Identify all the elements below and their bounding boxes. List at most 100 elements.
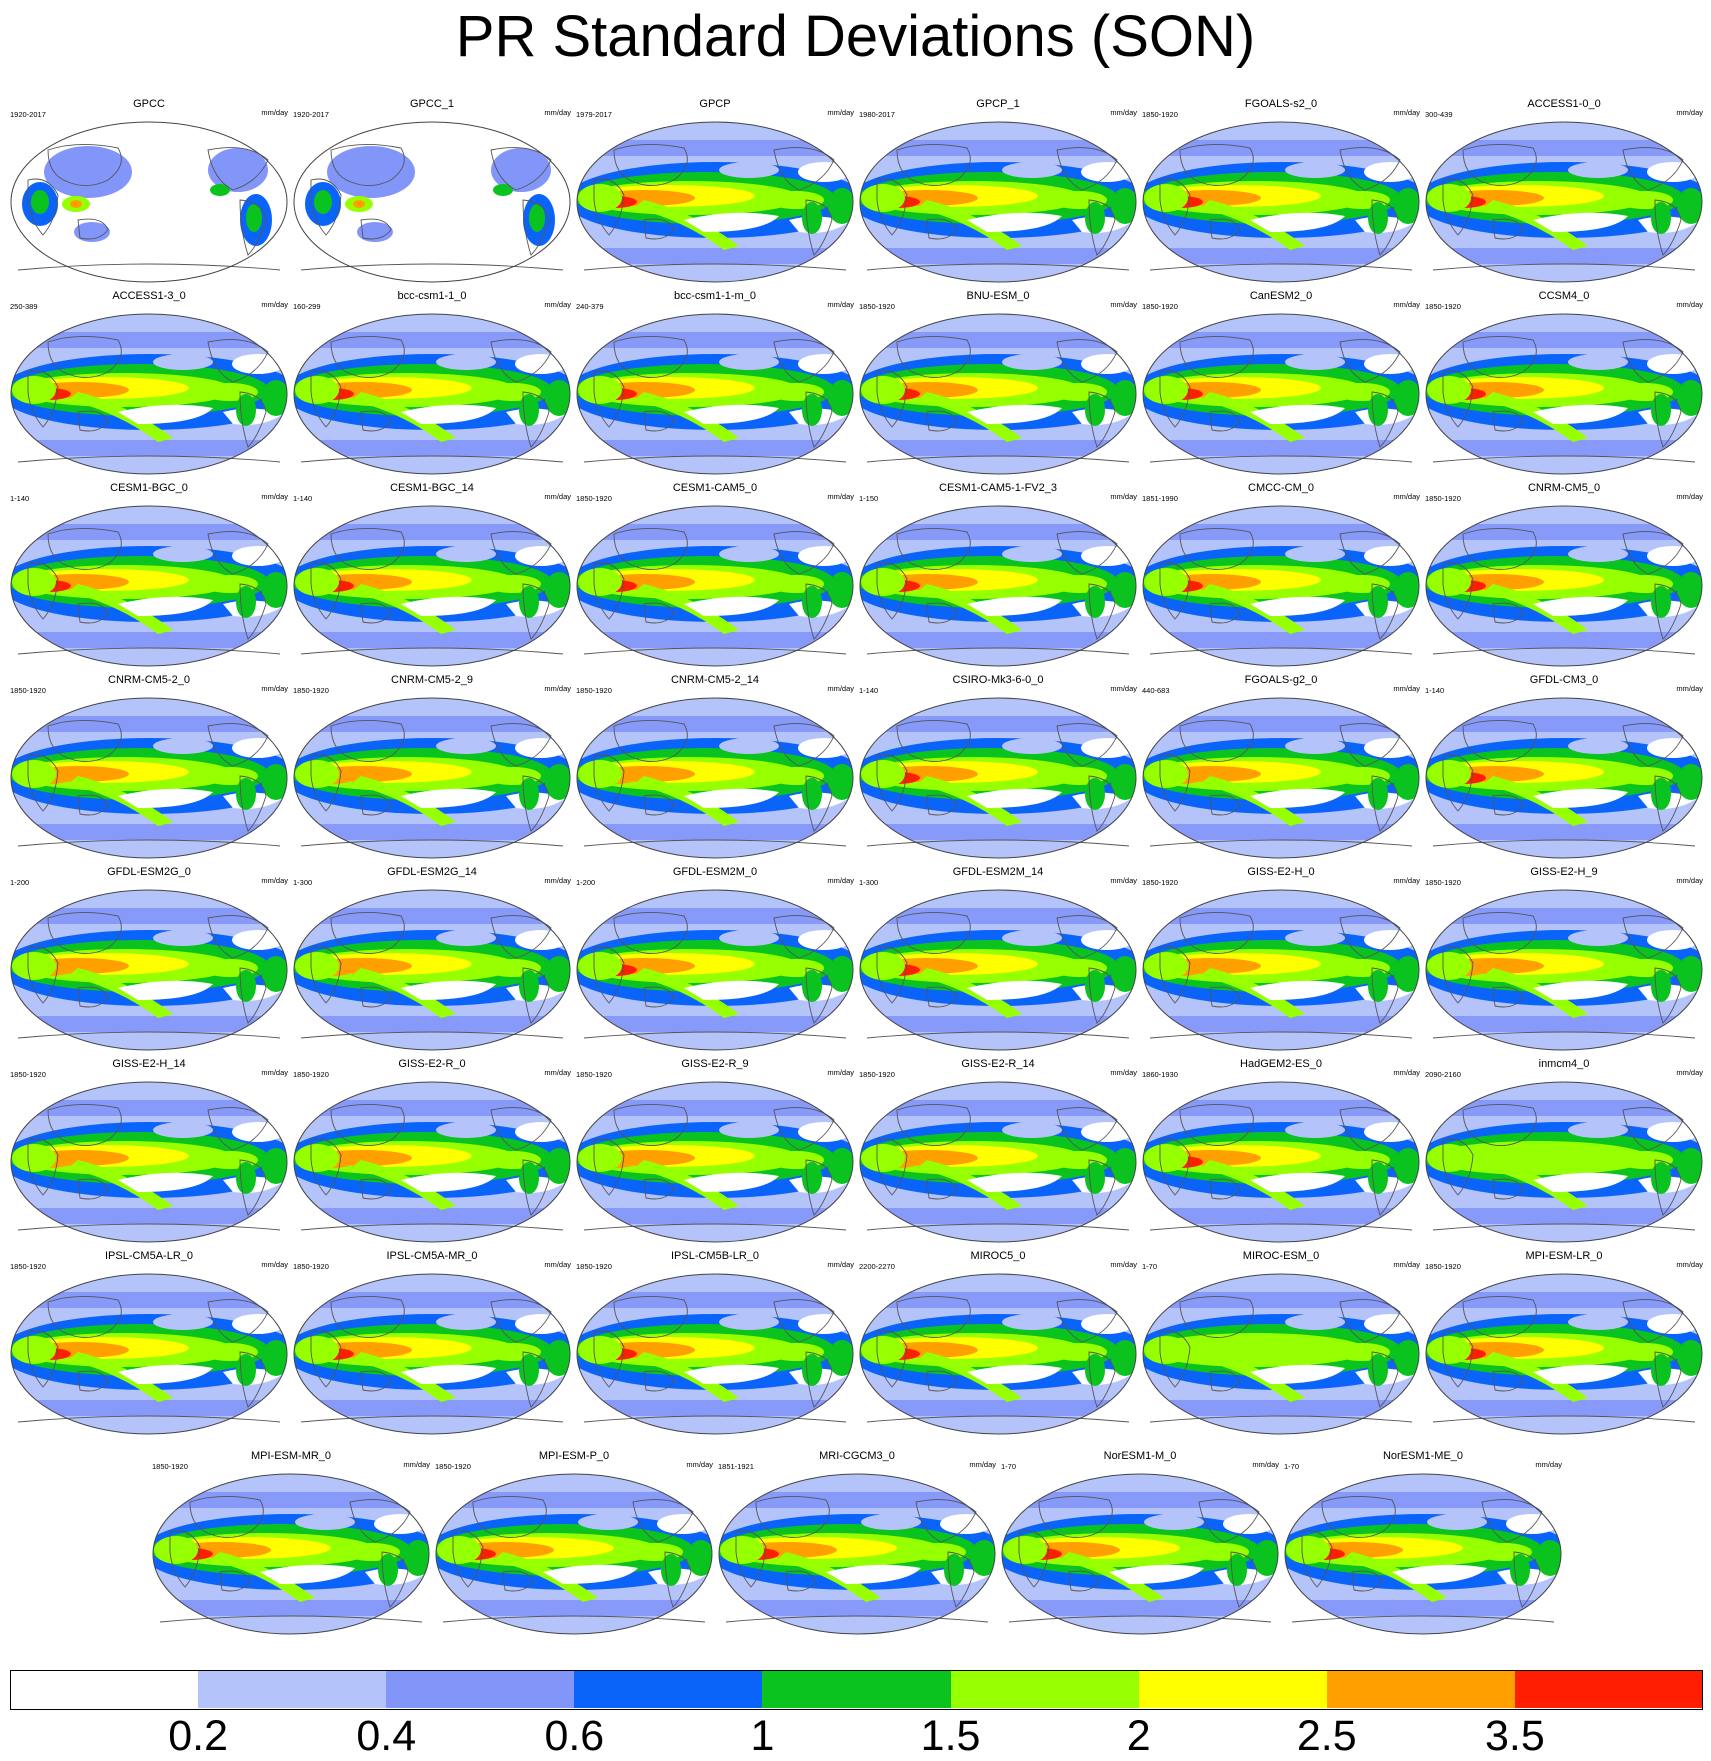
panel-years: 1850-1920 xyxy=(1142,302,1178,311)
panel-units: mm/day xyxy=(544,300,571,309)
map-panel: MIROC5_0 2200-2270 mm/day xyxy=(857,1248,1139,1438)
colorbar-box xyxy=(198,1670,387,1708)
colorbar-frame xyxy=(10,1670,1703,1710)
panel-units: mm/day xyxy=(1110,1260,1137,1269)
panel-units: mm/day xyxy=(544,684,571,693)
map-plot xyxy=(10,1273,288,1435)
panel-title: MIROC-ESM_0 xyxy=(1242,1250,1320,1262)
panel-title: NorESM1-M_0 xyxy=(1103,1450,1177,1462)
colorbar xyxy=(10,1670,1704,1710)
map-plot xyxy=(293,1081,571,1243)
panel-units: mm/day xyxy=(827,1068,854,1077)
colorbar-box xyxy=(1514,1670,1704,1708)
panel-years: 1979-2017 xyxy=(576,110,612,119)
panel-units: mm/day xyxy=(261,108,288,117)
map-panel: GPCP 1979-2017 mm/day xyxy=(574,96,856,286)
panel-units: mm/day xyxy=(1252,1460,1279,1469)
panel-units: mm/day xyxy=(827,684,854,693)
panel-units: mm/day xyxy=(261,300,288,309)
map-panel: GISS-E2-H_14 1850-1920 mm/day xyxy=(8,1056,290,1246)
panel-years: 1850-1920 xyxy=(1142,878,1178,887)
map-panel-grid: GPCC 1920-2017 mm/day GPCC_1 1920-2017 mm/day… xyxy=(8,96,1705,1635)
panel-title: CMCC-CM_0 xyxy=(1248,482,1314,494)
panel-title: MIROC5_0 xyxy=(970,1250,1026,1262)
panel-units: mm/day xyxy=(1393,492,1420,501)
panel-years: 2090-2160 xyxy=(1425,1070,1461,1079)
panel-years: 1980-2017 xyxy=(859,110,895,119)
panel-years: 1850-1920 xyxy=(152,1462,188,1471)
panel-title: GISS-E2-H_0 xyxy=(1247,866,1315,878)
panel-years: 1850-1920 xyxy=(576,686,612,695)
panel-units: mm/day xyxy=(827,492,854,501)
colorbar-tick-label: 0.6 xyxy=(544,1712,605,1760)
map-plot xyxy=(435,1473,713,1635)
map-panel: bcc-csm1-1-m_0 240-379 mm/day xyxy=(574,288,856,478)
panel-title: GPCP_1 xyxy=(976,98,1020,110)
colorbar-tick-label: 1 xyxy=(750,1712,775,1760)
panel-units: mm/day xyxy=(1393,108,1420,117)
map-panel: CESM1-CAM5_0 1850-1920 mm/day xyxy=(574,480,856,670)
map-plot xyxy=(1425,1273,1703,1435)
panel-years: 1851-1921 xyxy=(718,1462,754,1471)
map-plot xyxy=(10,697,288,859)
panel-title: GISS-E2-R_0 xyxy=(398,1058,466,1070)
colorbar-tick-label: 0.4 xyxy=(356,1712,417,1760)
map-plot xyxy=(1284,1473,1562,1635)
map-plot xyxy=(576,505,854,667)
map-panel: GISS-E2-R_14 1850-1920 mm/day xyxy=(857,1056,1139,1246)
map-panel: HadGEM2-ES_0 1860-1930 mm/day xyxy=(1140,1056,1422,1246)
map-panel: inmcm4_0 2090-2160 mm/day xyxy=(1423,1056,1705,1246)
panel-years: 1860-1930 xyxy=(1142,1070,1178,1079)
colorbar-tick-label: 3.5 xyxy=(1484,1712,1545,1760)
panel-title: GFDL-CM3_0 xyxy=(1529,674,1599,686)
panel-title: GFDL-ESM2M_0 xyxy=(672,866,758,878)
panel-years: 250-389 xyxy=(10,302,38,311)
map-plot xyxy=(1425,505,1703,667)
panel-years: 440-683 xyxy=(1142,686,1170,695)
panel-units: mm/day xyxy=(544,1068,571,1077)
map-plot xyxy=(576,121,854,283)
map-plot xyxy=(1425,889,1703,1051)
map-panel: MIROC-ESM_0 1-70 mm/day xyxy=(1140,1248,1422,1438)
panel-units: mm/day xyxy=(1676,108,1703,117)
colorbar-box xyxy=(762,1670,952,1708)
panel-years: 1850-1920 xyxy=(576,1070,612,1079)
map-plot xyxy=(293,697,571,859)
panel-years: 1-140 xyxy=(1425,686,1445,695)
panel-years: 1850-1920 xyxy=(1425,494,1461,503)
panel-years: 1850-1920 xyxy=(1425,878,1461,887)
panel-years: 1-200 xyxy=(576,878,596,887)
panel-years: 1920-2017 xyxy=(10,110,46,119)
map-plot xyxy=(10,505,288,667)
map-panel: CCSM4_0 1850-1920 mm/day xyxy=(1423,288,1705,478)
map-panel: MPI-ESM-P_0 1850-1920 mm/day xyxy=(433,1448,715,1638)
panel-years: 1851-1990 xyxy=(1142,494,1178,503)
map-plot xyxy=(293,313,571,475)
panel-years: 1-300 xyxy=(859,878,879,887)
panel-years: 1-140 xyxy=(293,494,313,503)
panel-years: 1850-1920 xyxy=(10,686,46,695)
panel-title: CESM1-CAM5-1-FV2_3 xyxy=(939,482,1057,494)
panel-title: FGOALS-g2_0 xyxy=(1244,674,1318,686)
map-plot xyxy=(1142,1273,1420,1435)
panel-title: GFDL-ESM2G_0 xyxy=(107,866,191,878)
map-panel: CESM1-CAM5-1-FV2_3 1-150 mm/day xyxy=(857,480,1139,670)
map-plot xyxy=(1142,121,1420,283)
panel-years: 1-70 xyxy=(1001,1462,1017,1471)
panel-title: BNU-ESM_0 xyxy=(966,290,1030,302)
panel-units: mm/day xyxy=(403,1460,430,1469)
panel-units: mm/day xyxy=(969,1460,996,1469)
panel-years: 1850-1920 xyxy=(1425,302,1461,311)
panel-units: mm/day xyxy=(1535,1460,1562,1469)
panel-units: mm/day xyxy=(1393,1260,1420,1269)
map-panel: CESM1-BGC_0 1-140 mm/day xyxy=(8,480,290,670)
map-plot xyxy=(1001,1473,1279,1635)
map-plot xyxy=(293,121,571,283)
map-panel: GISS-E2-R_9 1850-1920 mm/day xyxy=(574,1056,856,1246)
map-plot xyxy=(1425,121,1703,283)
map-plot xyxy=(293,889,571,1051)
panel-title: GPCC_1 xyxy=(409,98,455,110)
panel-years: 160-299 xyxy=(293,302,321,311)
panel-title: MPI-ESM-LR_0 xyxy=(1525,1250,1603,1262)
panel-years: 1850-1920 xyxy=(293,686,329,695)
